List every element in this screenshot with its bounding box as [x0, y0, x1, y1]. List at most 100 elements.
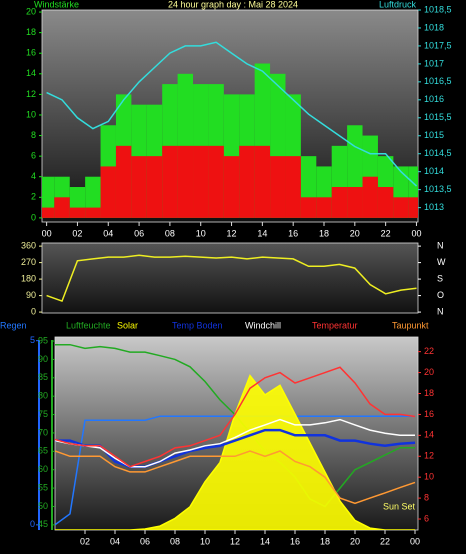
bar	[362, 176, 378, 218]
y2-tick-label: 1016	[424, 94, 444, 104]
y-tick-label: 18	[26, 27, 36, 37]
bar	[85, 207, 101, 218]
bar	[254, 145, 271, 218]
x-tick-label: 00	[411, 228, 421, 238]
y-tick-label: 75	[38, 409, 48, 419]
y2-tick-label: 1015,5	[424, 112, 452, 122]
line	[55, 418, 415, 468]
y-tick-label: 55	[38, 482, 48, 492]
line	[46, 41, 418, 187]
x-tick-label: 08	[170, 536, 180, 546]
y2-tick-label: 18	[424, 388, 434, 398]
y-tick-label: 90	[38, 354, 48, 364]
legend-label: Luftfeuchte	[66, 320, 111, 330]
bar	[146, 156, 163, 218]
x-tick-label: 10	[200, 536, 210, 546]
y-tick-label: 6	[31, 151, 36, 161]
x-tick-label: 22	[381, 228, 391, 238]
y2-tick-label: S	[437, 273, 443, 283]
y2-tick-label: 1017	[424, 58, 444, 68]
x-tick-label: 14	[260, 536, 270, 546]
y3-tick-label: 5	[30, 335, 35, 345]
y2-tick-label: 12	[424, 451, 434, 461]
y-tick-label: 0	[31, 212, 36, 222]
bar	[42, 207, 55, 218]
y2-tick-label: O	[437, 290, 444, 300]
bar	[408, 166, 418, 218]
y-tick-label: 95	[38, 335, 48, 345]
bar	[331, 187, 348, 218]
y2-tick-label: 1015	[424, 130, 444, 140]
y2-axis-label: Luftdruck	[379, 0, 417, 9]
x-tick-label: 20	[350, 536, 360, 546]
x-tick-label: 04	[103, 228, 113, 238]
x-tick-label: 06	[134, 228, 144, 238]
y2-tick-label: 1018	[424, 22, 444, 32]
y2-tick-label: 20	[424, 367, 434, 377]
y-tick-label: 70	[38, 427, 48, 437]
bar	[100, 166, 116, 218]
bar	[316, 197, 332, 218]
bar	[223, 156, 240, 218]
bar	[115, 145, 132, 218]
bar	[177, 145, 194, 218]
y-tick-label: 0	[31, 306, 36, 316]
y2-tick-label: 1013	[424, 202, 444, 212]
area	[55, 374, 415, 530]
bar	[285, 156, 301, 218]
y-tick-label: 8	[31, 130, 36, 140]
legend-label: Windchill	[245, 320, 281, 330]
legend-label: Temperatur	[312, 320, 358, 330]
y-tick-label: 50	[38, 501, 48, 511]
y-tick-label: 10	[26, 109, 36, 119]
x-tick-label: 00	[410, 536, 420, 546]
plot-layer	[42, 41, 418, 218]
y2-tick-label: 1014	[424, 166, 444, 176]
x-tick-label: 06	[140, 536, 150, 546]
x-tick-label: 18	[320, 536, 330, 546]
y2-tick-label: N	[437, 306, 444, 316]
y-tick-label: 60	[38, 464, 48, 474]
x-tick-label: 12	[230, 536, 240, 546]
bar	[393, 197, 409, 218]
y2-tick-label: N	[437, 240, 444, 250]
x-tick-label: 02	[80, 536, 90, 546]
bar	[270, 156, 286, 218]
bar	[85, 176, 101, 218]
legend-label: Temp Boden	[172, 320, 223, 330]
bar	[193, 145, 209, 218]
x-tick-label: 04	[110, 536, 120, 546]
y-tick-label: 270	[21, 257, 36, 267]
bar	[300, 197, 317, 218]
x-tick-label: 22	[380, 536, 390, 546]
bar	[42, 176, 55, 218]
line	[55, 450, 416, 505]
y2-tick-label: 1014,5	[424, 148, 452, 158]
bar	[69, 207, 86, 218]
legend-label: Regen	[0, 320, 27, 330]
y-tick-label: 65	[38, 446, 48, 456]
line	[46, 254, 417, 303]
y2-tick-label: W	[437, 257, 446, 267]
y2-tick-label: 8	[424, 492, 429, 502]
x-tick-label: 00	[42, 228, 52, 238]
bar	[208, 145, 224, 218]
plot-layer	[46, 254, 417, 303]
bar	[131, 156, 147, 218]
x-tick-label: 18	[319, 228, 329, 238]
legend-label: Solar	[117, 320, 138, 330]
y-tick-label: 20	[26, 6, 36, 16]
y3-tick-label: 0	[30, 519, 35, 529]
y-tick-label: 90	[26, 290, 36, 300]
y-tick-label: 180	[21, 273, 36, 283]
y-tick-label: 45	[38, 519, 48, 529]
bar	[54, 197, 70, 218]
bar	[377, 187, 394, 218]
bar	[162, 145, 178, 218]
x-tick-label: 16	[288, 228, 298, 238]
plot-layer	[55, 343, 416, 530]
y-tick-label: 4	[31, 171, 36, 181]
y2-tick-label: 16	[424, 409, 434, 419]
